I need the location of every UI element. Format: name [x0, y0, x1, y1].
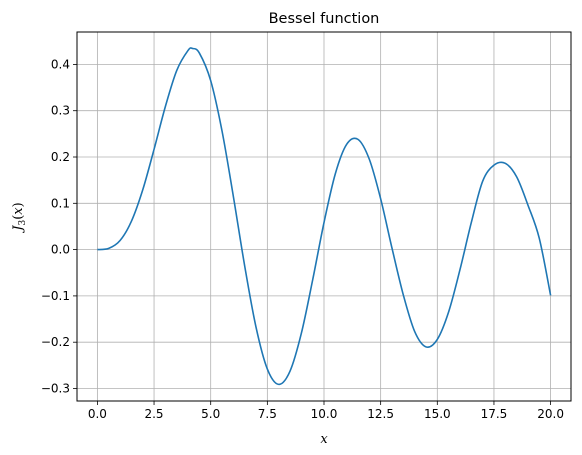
y-axis-label: J3(x) [11, 202, 28, 233]
y-tick-label: 0.3 [51, 104, 70, 118]
y-tick-label: −0.2 [41, 335, 70, 349]
y-axis-label-func: J [11, 225, 26, 234]
x-tick-label: 7.5 [258, 407, 277, 421]
y-axis-label-close: ) [11, 202, 26, 207]
y-tick-label: 0.0 [51, 243, 70, 257]
y-tick-label: −0.3 [41, 381, 70, 395]
y-axis-label-order: 3 [18, 220, 28, 226]
y-axis-label-open: ( [11, 215, 26, 220]
x-tick-label: 15.0 [424, 407, 451, 421]
x-tick-label: 20.0 [537, 407, 564, 421]
ticks: 0.0 2.5 5.0 7.5 10.0 12.5 15.0 17.5 20.0 −0.3 −0.2… [41, 57, 564, 421]
series-line [97, 47, 552, 386]
y-tick-label: −0.1 [41, 289, 70, 303]
x-tick-label: 12.5 [367, 407, 394, 421]
grid [77, 32, 571, 401]
y-tick-label: 0.2 [51, 150, 70, 164]
y-axis-label-var: x [11, 207, 26, 215]
y-tick-label: 0.1 [51, 196, 70, 210]
x-axis-label: x [320, 432, 328, 447]
x-tick-label: 10.0 [311, 407, 338, 421]
x-tick-label: 2.5 [144, 407, 163, 421]
x-tick-label: 0.0 [88, 407, 107, 421]
series-layer [97, 47, 552, 386]
y-tick-label: 0.4 [51, 57, 70, 71]
x-tick-label: 5.0 [201, 407, 220, 421]
x-tick-label: 17.5 [481, 407, 508, 421]
chart-title: Bessel function [269, 11, 380, 27]
